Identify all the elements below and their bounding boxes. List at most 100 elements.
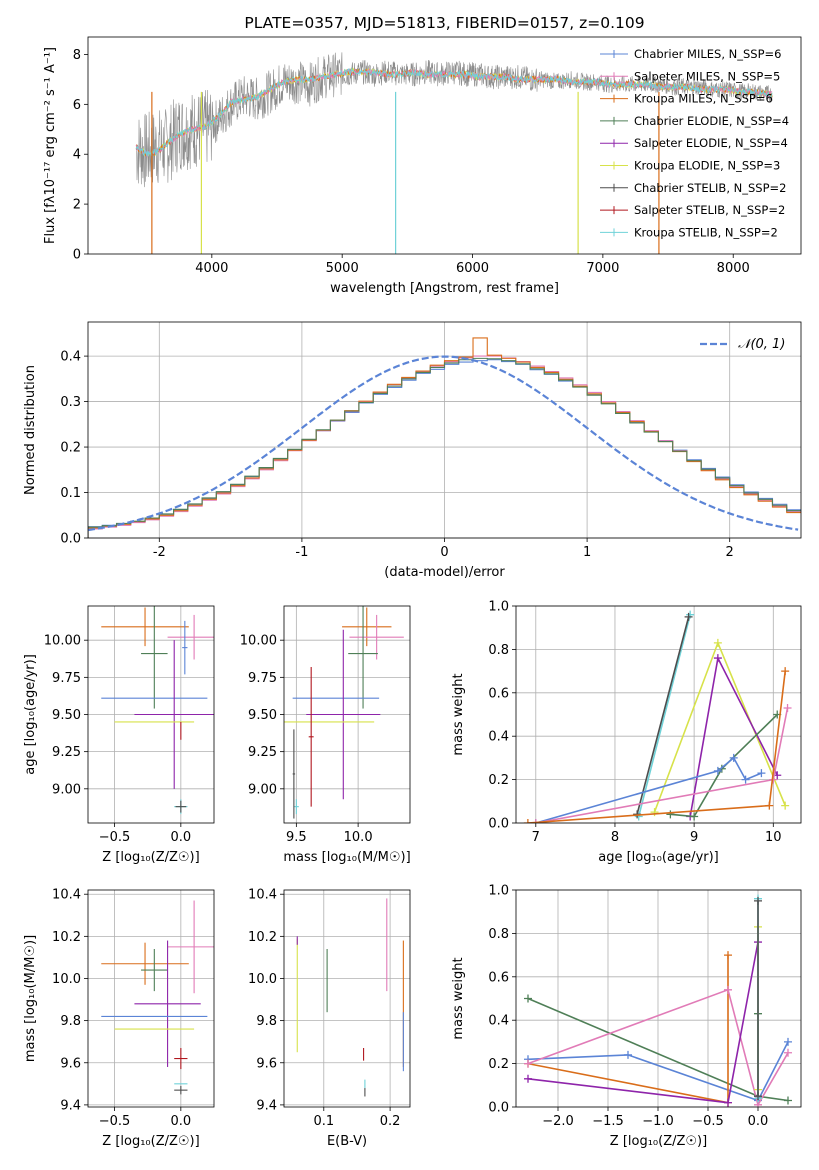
x-axis-label: Z [log₁₀(Z/Z☉)] (610, 1134, 707, 1149)
x-tick-label: 8 (611, 830, 619, 845)
axes-frame (87, 36, 802, 255)
x-tick-label: 0.0 (748, 1114, 769, 1129)
y-axis-label: age [log₁₀(age/yr)] (23, 654, 38, 775)
y-tick-label: 0 (73, 248, 81, 263)
y-tick-label: 10.2 (248, 930, 277, 945)
y-tick-label: 0.6 (488, 686, 509, 701)
chart-panel-8: −2.0 −1.5 −1.0 −0.5 0.0 0.0 0.2 0.4 0.6 0.8 1.0 Z [… (451, 884, 802, 1149)
data-point-marker (741, 775, 750, 784)
mass-weight-series (527, 988, 789, 1107)
data-point-marker (729, 753, 738, 762)
axes-frame (515, 605, 802, 824)
y-tick-label: 0.8 (488, 927, 509, 942)
y-tick-label: 10.0 (52, 972, 81, 987)
legend-entry: 𝒩(0, 1) (738, 337, 785, 352)
data-point-marker (684, 612, 693, 621)
y-tick-label: 1.0 (488, 884, 509, 899)
x-axis-label: wavelength [Angstrom, rest frame] (330, 281, 559, 296)
chart-panel-5: 7 8 9 10 0.0 0.2 0.4 0.6 0.8 1.0 age [log₁₀(age/yr… (451, 600, 802, 865)
data-point-marker (713, 766, 722, 775)
x-tick-label: -1 (295, 545, 308, 560)
mass-weight-series (637, 614, 691, 817)
x-tick-label: 0.1 (313, 1114, 334, 1129)
chart-panel-2: -2 -1 0 1 2 0.0 0.1 0.2 0.3 0.4 (data-model)/error… (23, 321, 802, 580)
plot-area (284, 606, 404, 819)
y-tick-label: 9.75 (52, 671, 81, 686)
data-point-marker (724, 985, 732, 994)
y-tick-label: 0.3 (60, 395, 81, 410)
data-point-marker (713, 654, 722, 663)
y-tick-label: 10.2 (52, 930, 81, 945)
histogram-series (88, 357, 801, 538)
plot-area (524, 894, 792, 1107)
y-tick-label: 0.0 (488, 817, 509, 832)
y-tick-label: 9.4 (60, 1098, 81, 1113)
x-tick-label: −1.5 (592, 1114, 624, 1129)
y-tick-label: 2 (73, 198, 81, 213)
x-tick-label: −0.5 (99, 1114, 131, 1129)
x-axis-label: Z [log₁₀(Z/Z☉)] (102, 1134, 199, 1149)
chart-title: PLATE=0357, MJD=51813, FIBERID=0157, z=0… (244, 14, 644, 32)
data-point-marker (781, 667, 790, 676)
x-tick-label: 4000 (195, 261, 228, 276)
legend-entry: Chabrier ELODIE, N_SSP=4 (634, 114, 789, 128)
x-tick-label: 5000 (326, 261, 359, 276)
data-point-marker (784, 1096, 792, 1105)
y-tick-label: 9.25 (248, 745, 277, 760)
data-point-marker (713, 638, 722, 647)
chart-panel-4: 9.5 10.0 9.00 9.25 9.50 9.75 10.00 mass [log₁₀(… (240, 605, 411, 865)
y-tick-label: 0.6 (488, 970, 509, 985)
x-tick-label: −2.0 (542, 1114, 574, 1129)
y-tick-label: 0.0 (60, 532, 81, 547)
y-tick-label: 10.4 (248, 888, 277, 903)
y-tick-label: 9.50 (248, 708, 277, 723)
y-tick-label: 9.8 (60, 1014, 81, 1029)
mass-weight-series (670, 713, 778, 818)
x-axis-label: (data-model)/error (384, 565, 505, 580)
axes-frame (87, 605, 215, 824)
y-axis-label: mass weight (451, 673, 466, 755)
y-tick-label: 9.4 (256, 1098, 277, 1113)
data-point-marker (524, 1074, 532, 1083)
x-axis-label: mass [log₁₀(M/M☉)] (283, 850, 410, 865)
legend-entry: Chabrier MILES, N_SSP=6 (634, 47, 781, 61)
y-tick-label: 10.00 (240, 634, 277, 649)
data-point-marker (524, 994, 532, 1003)
y-tick-label: 9.00 (52, 782, 81, 797)
y-tick-label: 10.4 (52, 888, 81, 903)
x-tick-label: 10 (765, 830, 782, 845)
y-tick-label: 9.6 (256, 1056, 277, 1071)
data-point-marker (757, 769, 766, 778)
chart-panel-6: −0.5 0.0 9.4 9.6 9.8 10.0 10.2 10.4 Z [log₁₀(Z/Z… (23, 888, 215, 1149)
data-point-marker (724, 951, 732, 960)
legend-entry: Kroupa ELODIE, N_SSP=3 (634, 159, 780, 173)
y-tick-label: 9.00 (248, 782, 277, 797)
y-tick-label: 10.0 (248, 972, 277, 987)
data-point-marker (624, 1050, 632, 1059)
data-point-marker (523, 819, 532, 823)
y-tick-label: 0.2 (60, 441, 81, 456)
x-tick-label: 7000 (586, 261, 619, 276)
y-tick-label: 4 (73, 148, 81, 163)
chart-panel-7: 0.1 0.2 9.4 9.6 9.8 10.0 10.2 10.4 E(B-V) (248, 888, 411, 1149)
x-tick-label: 0.2 (380, 1114, 401, 1129)
x-tick-label: 0.0 (170, 1114, 191, 1129)
x-tick-label: 9 (690, 830, 698, 845)
data-point-marker (783, 703, 792, 712)
y-axis-label: Flux [fλ10⁻¹⁷ erg cm⁻² s⁻¹ A⁻¹] (43, 47, 58, 244)
plot-area (296, 898, 404, 1097)
x-tick-label: −0.5 (692, 1114, 724, 1129)
y-tick-label: 1.0 (488, 600, 509, 615)
y-tick-label: 9.8 (256, 1014, 277, 1029)
y-tick-label: 0.2 (488, 1057, 509, 1072)
legend-entry: Salpeter MILES, N_SSP=5 (634, 69, 780, 83)
x-tick-label: 8000 (717, 261, 750, 276)
plot-area (101, 606, 214, 815)
y-tick-label: 0.4 (488, 1014, 509, 1029)
axes-frame (283, 889, 411, 1108)
y-axis-label: mass [log₁₀(M/M☉)] (23, 935, 38, 1062)
mass-weight-series (527, 941, 759, 1104)
data-point-marker (754, 1092, 762, 1101)
x-axis-label: Z [log₁₀(Z/Z☉)] (102, 850, 199, 865)
